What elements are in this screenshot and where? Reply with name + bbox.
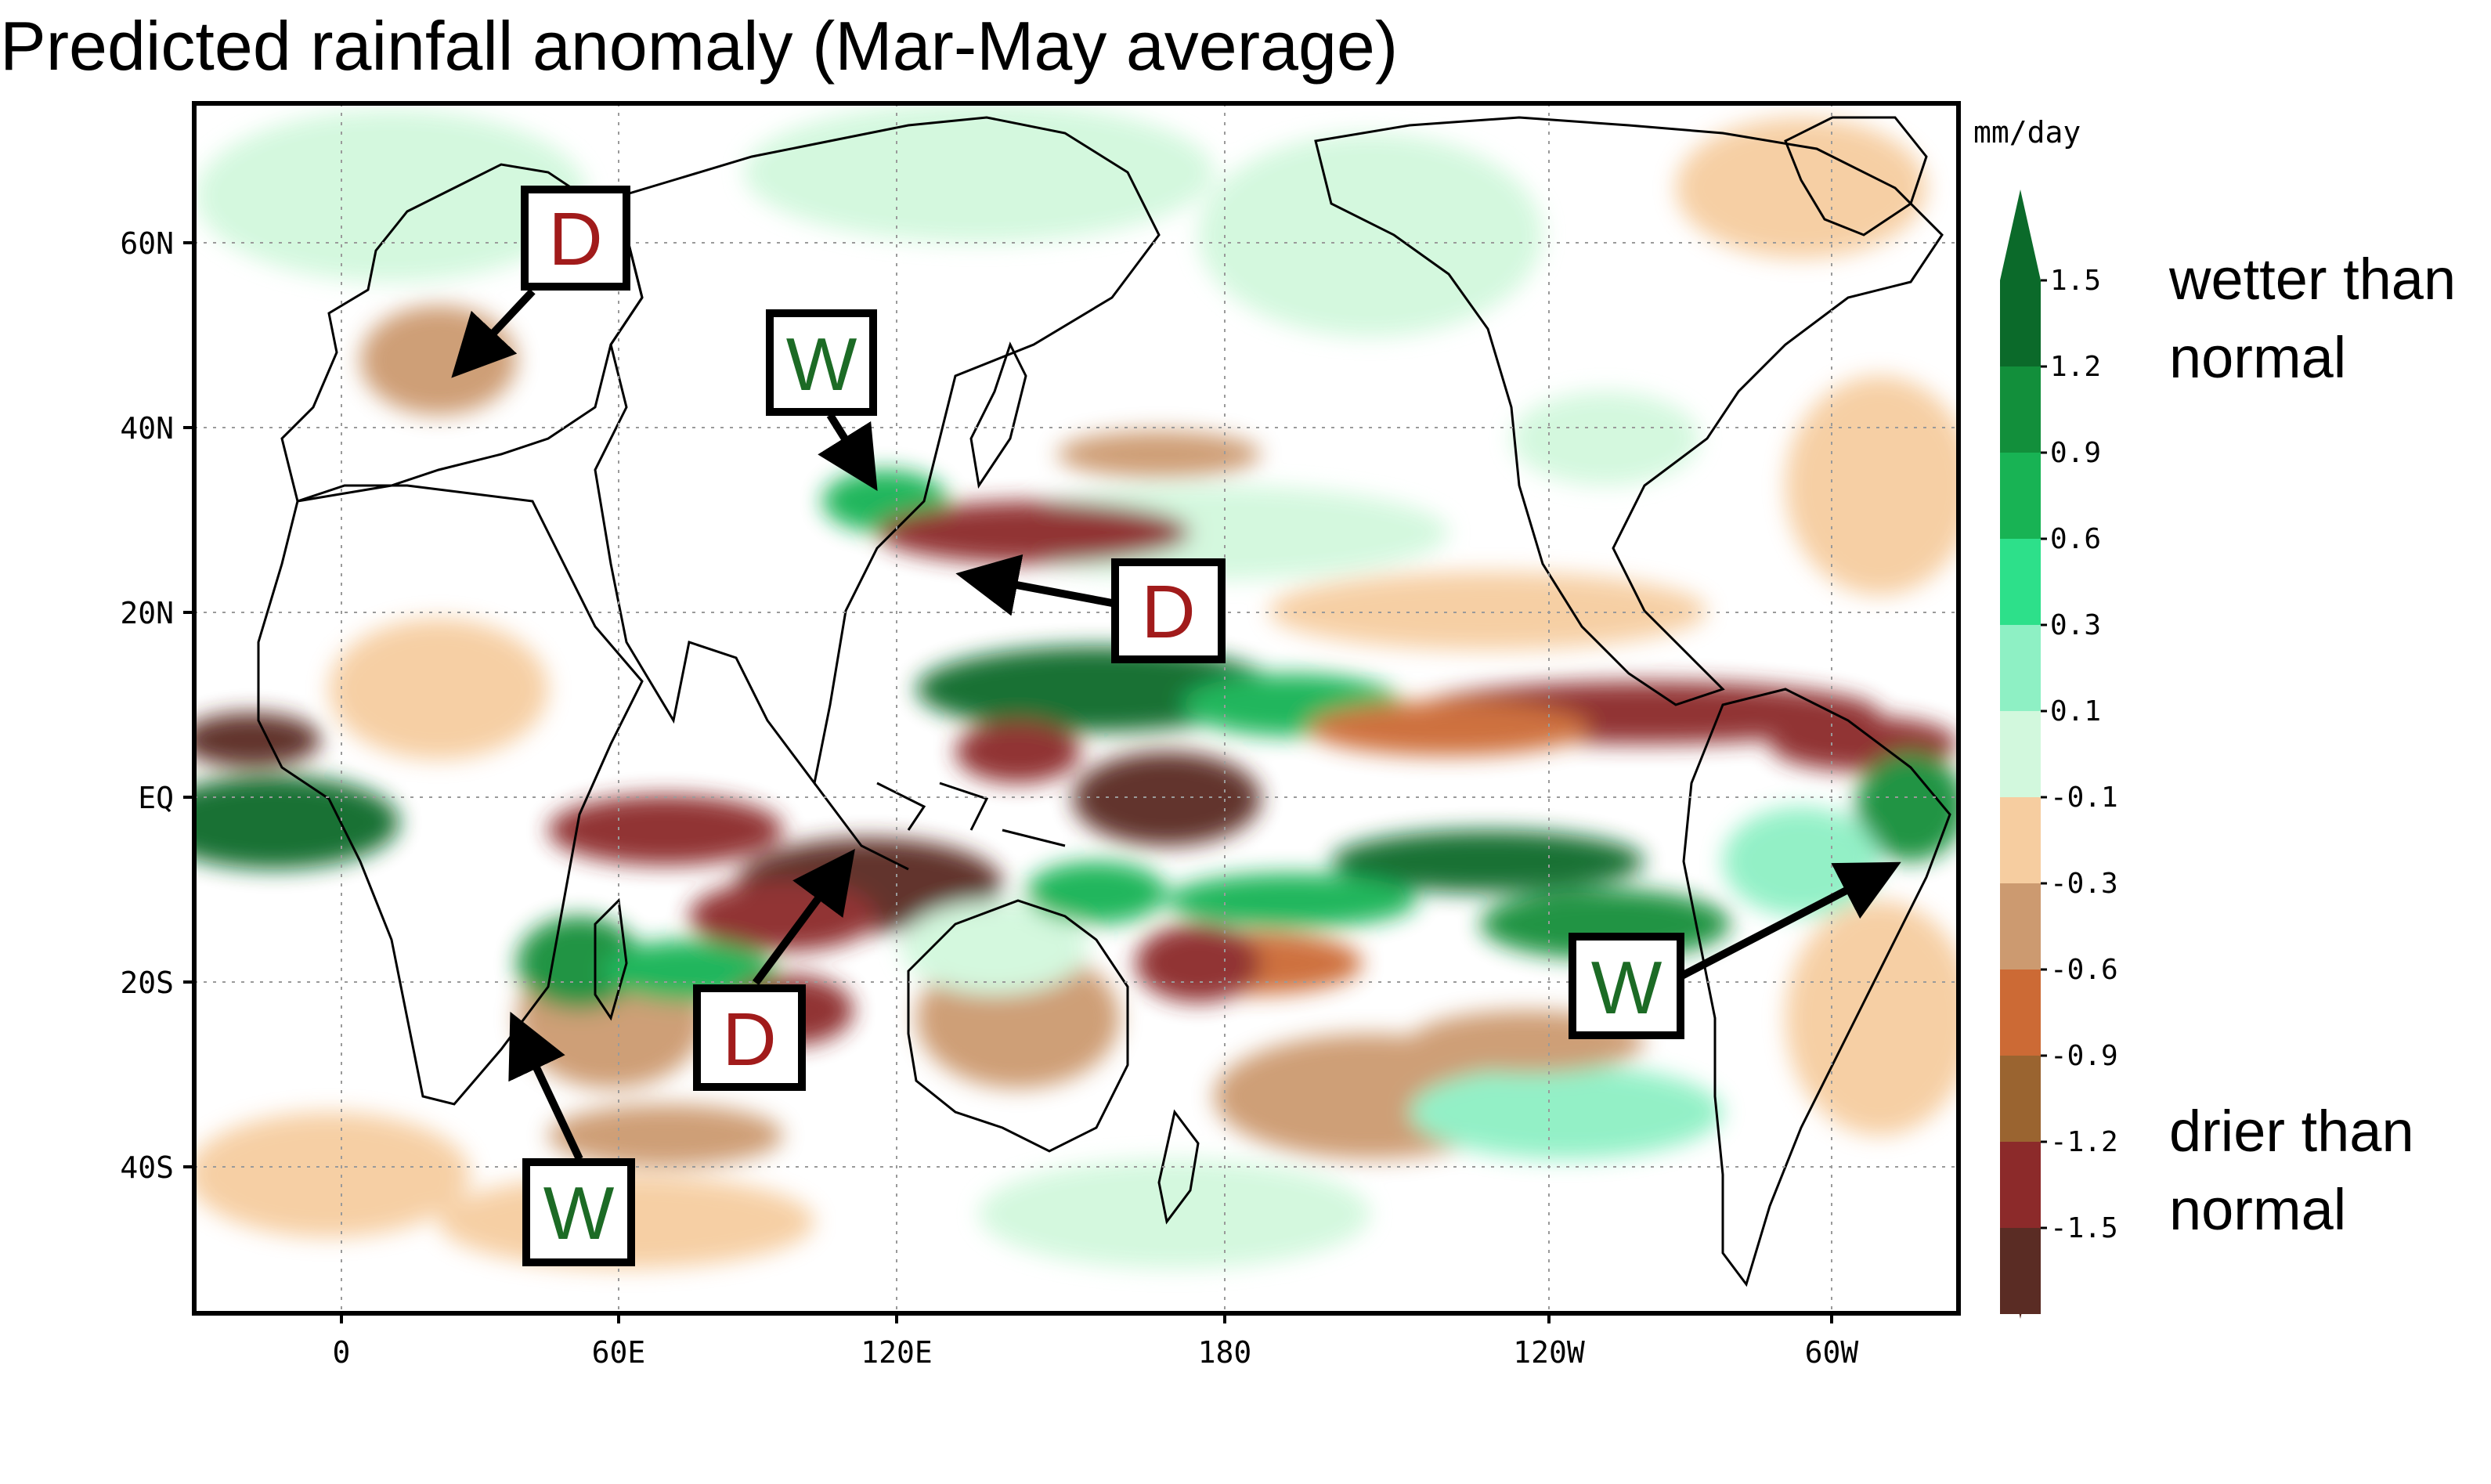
annotation-label-w-pacific: D [1141,570,1195,654]
colorbar-box [2000,280,2041,366]
colorbar-box [2000,797,2041,883]
coastlines [257,116,1951,1287]
colorbar-box [2000,366,2041,453]
lat-label: 20N [120,596,174,630]
colorbar-box [2000,625,2041,711]
australia-outline [907,899,1129,1153]
colorbar-box [2000,969,2041,1056]
annotation-box [1111,558,1226,663]
colorbar: mm/day 1.5 1.2 0.9 0.6 0.3 0.1 -0.1 -0.3 -0.6 -0.… [1973,115,2118,1319]
europe-outline [280,163,644,503]
colorbar-top-cap [2000,190,2041,280]
madagascar-outline [594,897,628,1021]
colorbar-tick-label: 0.3 [2050,609,2101,641]
lon-label: 120W [1513,1335,1585,1370]
colorbar-box [2000,883,2041,969]
lon-label: 60W [1805,1335,1859,1370]
colorbar-box [2000,711,2041,797]
annotation-box [521,186,630,291]
arrow-europe [451,288,536,378]
grid-lines [194,103,1959,1313]
arrow-ne-brazil [1673,861,1901,983]
colorbar-box [2000,539,2041,625]
japan-outline [969,341,1027,489]
annotation-label-indonesia: D [722,998,776,1081]
asia-outline [593,116,1161,786]
wet-text-line2: normal [2169,325,2346,390]
annotation-boxes: D W D D W W [521,186,1684,1266]
annotation-label-europe: D [548,197,602,281]
lon-label: 120E [861,1335,933,1370]
arrow-w-pacific [955,554,1113,616]
arrow-se-africa [508,1011,583,1161]
colorbar-tick-label: 0.6 [2050,523,2101,555]
arrow-east-china [818,413,878,491]
indonesia-outline [813,782,1066,871]
colorbar-box [2000,1142,2041,1228]
lat-labels: 60N 40N 20N EQ 20S 40S [120,226,174,1185]
lon-label: 60E [592,1335,646,1370]
colorbar-unit: mm/day [1973,115,2081,150]
axis-ticks [183,241,1833,1323]
lat-label: EQ [138,781,174,815]
colorbar-bottom-cap [2000,1228,2041,1319]
colorbar-box [2000,1056,2041,1142]
annotation-label-se-africa: W [543,1172,615,1255]
lon-label: 0 [333,1335,351,1370]
colorbar-tick-label: -0.3 [2050,868,2118,900]
annotation-box [1569,933,1684,1039]
plot-frame [192,101,1961,1316]
lon-label: 180 [1198,1335,1252,1370]
colorbar-tick-label: 1.5 [2050,265,2101,297]
new-zealand-outline [1157,1109,1200,1225]
dry-text-line1: drier than [2169,1099,2414,1164]
annotation-box [522,1158,635,1266]
lat-label: 20S [120,966,174,1000]
colorbar-tick-label: -0.1 [2050,782,2118,814]
dry-text-line2: normal [2169,1177,2346,1242]
annotation-box [693,984,806,1091]
lon-labels: 0 60E 120E 180 120W 60W [333,1335,1859,1370]
colorbar-tick-label: -0.9 [2050,1040,2118,1072]
arrow-indonesia [752,848,855,985]
colorbar-tick-label: -1.2 [2050,1126,2118,1158]
colorbar-tick-label: 1.2 [2050,351,2101,383]
annotation-arrows [451,288,1901,1161]
colorbar-box [2000,453,2041,539]
colorbar-tick-label: -1.5 [2050,1212,2118,1244]
annotation-box [766,309,877,416]
annotation-label-ne-brazil: W [1591,946,1662,1030]
colorbar-side-text: wetter than normal drier than normal [2168,247,2456,1242]
wet-text-line1: wetter than [2168,247,2456,312]
annotation-label-east-china: W [786,323,857,406]
greenland-outline [1784,116,1928,237]
colorbar-tick-label: 0.9 [2050,437,2101,469]
lat-label: 40N [120,411,174,446]
colorbar-tick-label: -0.6 [2050,954,2118,986]
lat-label: 60N [120,226,174,261]
lat-label: 40S [120,1150,174,1185]
colorbar-tick-label: 0.1 [2050,695,2101,728]
